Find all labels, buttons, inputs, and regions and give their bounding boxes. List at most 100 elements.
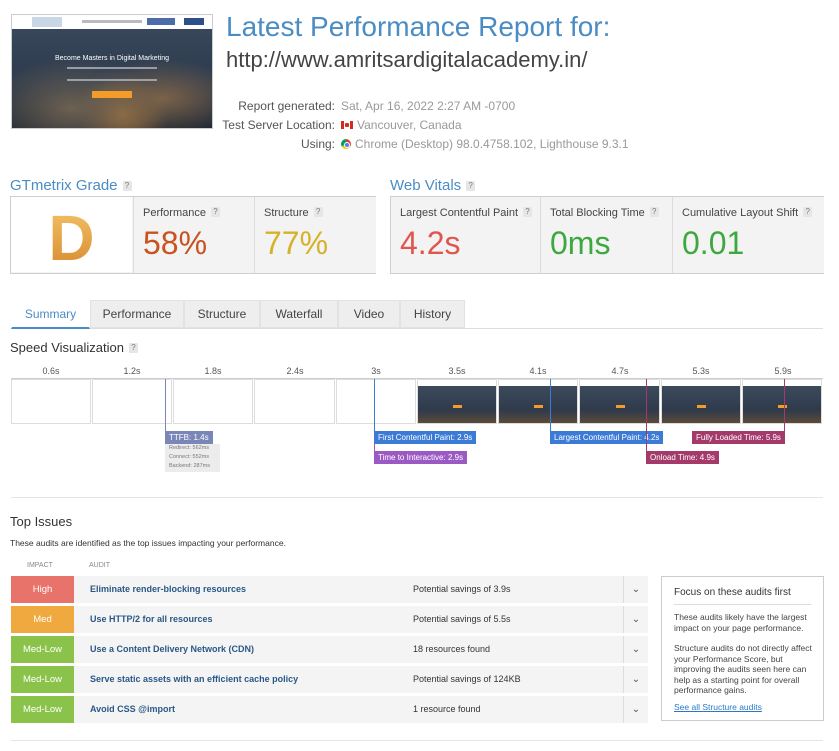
- lcp-label: Largest Contentful Paint?: [400, 207, 533, 219]
- chevron-down-icon[interactable]: ⌄: [623, 636, 648, 663]
- speed-help-icon[interactable]: ?: [128, 343, 138, 353]
- audit-name[interactable]: Use HTTP/2 for all resources: [90, 614, 213, 624]
- top-issues-title: Top Issues: [10, 514, 73, 529]
- report-generated-value: Sat, Apr 16, 2022 2:27 AM -0700: [341, 99, 516, 113]
- filmstrip-frame: [11, 379, 91, 424]
- ttfb-connect: Connect: 552ms: [169, 454, 210, 460]
- vitals-title-text: Web Vitals: [390, 177, 462, 194]
- divider: [11, 740, 823, 741]
- grade-panel: D Performance? 58% Structure? 77%: [10, 196, 376, 274]
- using: Chrome (Desktop) 98.0.4758.102, Lighthou…: [341, 137, 629, 151]
- audit-detail: 1 resource found: [413, 704, 481, 714]
- tab-performance[interactable]: Performance: [90, 300, 184, 328]
- audit-name[interactable]: Avoid CSS @import: [90, 704, 175, 714]
- audit-column-header: AUDIT: [89, 562, 110, 569]
- impact-badge: High: [11, 576, 74, 603]
- lcp-marker: Largest Contentful Paint: 4.2s: [550, 431, 664, 444]
- focus-divider: [674, 604, 811, 605]
- filmstrip-frame: [661, 379, 741, 424]
- tti-line: [374, 443, 375, 451]
- chevron-down-icon[interactable]: ⌄: [623, 606, 648, 633]
- tab-waterfall[interactable]: Waterfall: [260, 300, 338, 328]
- chevron-down-icon[interactable]: ⌄: [623, 696, 648, 723]
- tick-label: 2.4s: [286, 366, 304, 376]
- issue-row[interactable]: Med-Low Avoid CSS @import 1 resource fou…: [11, 696, 648, 726]
- see-all-structure-audits-link[interactable]: See all Structure audits: [674, 702, 762, 712]
- server-location-value: Vancouver, Canada: [357, 118, 462, 132]
- fully-loaded-line: [784, 379, 785, 431]
- lcp-line: [550, 379, 551, 431]
- tab-video[interactable]: Video: [338, 300, 400, 328]
- report-tabs: Summary Performance Structure Waterfall …: [11, 300, 823, 329]
- grade-section-title: GTmetrix Grade?: [10, 177, 132, 194]
- vitals-section-title: Web Vitals?: [390, 177, 476, 194]
- issue-row[interactable]: Med-Low Serve static assets with an effi…: [11, 666, 648, 696]
- filmstrip-frame: [742, 379, 822, 424]
- focus-paragraph-1: These audits likely have the largest imp…: [674, 612, 807, 633]
- filmstrip-frame: [92, 379, 172, 424]
- divider: [11, 497, 823, 498]
- report-title: Latest Performance Report for:: [226, 11, 611, 42]
- tab-summary[interactable]: Summary: [11, 300, 90, 329]
- impact-badge: Med-Low: [11, 696, 74, 723]
- focus-audits-box: Focus on these audits first These audits…: [661, 576, 824, 721]
- vitals-panel: Largest Contentful Paint? 4.2s Total Blo…: [390, 196, 824, 274]
- performance-help-icon[interactable]: ?: [210, 207, 220, 217]
- tti-marker: Time to Interactive: 2.9s: [374, 451, 468, 464]
- audit-detail: Potential savings of 3.9s: [413, 584, 511, 594]
- fcp-marker: First Contentful Paint: 2.9s: [374, 431, 477, 444]
- filmstrip-frame: [498, 379, 578, 424]
- structure-help-icon[interactable]: ?: [313, 207, 323, 217]
- chevron-down-icon[interactable]: ⌄: [623, 576, 648, 603]
- structure-label: Structure?: [264, 207, 323, 219]
- focus-paragraph-2: Structure audits do not directly affect …: [674, 643, 812, 695]
- filmstrip-frame: [254, 379, 335, 424]
- vitals-help-icon[interactable]: ?: [466, 181, 476, 191]
- issue-row[interactable]: High Eliminate render-blocking resources…: [11, 576, 648, 606]
- speed-visualization-title: Speed Visualization?: [10, 340, 138, 355]
- ttfb-line: [165, 379, 166, 431]
- thumbnail-heading: Become Masters in Digital Marketing: [55, 55, 169, 62]
- page-screenshot-thumbnail: Become Masters in Digital Marketing: [11, 14, 213, 129]
- tick-label: 4.1s: [529, 366, 547, 376]
- tick-label: 1.8s: [204, 366, 222, 376]
- ttfb-marker: TTFB: 1.4s: [165, 431, 213, 444]
- audit-detail: 18 resources found: [413, 644, 491, 654]
- onload-line: [646, 379, 647, 451]
- grade-help-icon[interactable]: ?: [122, 181, 132, 191]
- using-label: Using:: [300, 137, 335, 151]
- tab-structure[interactable]: Structure: [184, 300, 260, 328]
- filmstrip-frame: [579, 379, 660, 424]
- onload-marker: Onload Time: 4.9s: [646, 451, 719, 464]
- audit-name[interactable]: Serve static assets with an efficient ca…: [90, 674, 299, 684]
- impact-badge: Med-Low: [11, 636, 74, 663]
- using-value: Chrome (Desktop) 98.0.4758.102, Lighthou…: [355, 137, 629, 151]
- filmstrip-frame: [173, 379, 253, 424]
- ttfb-details: Redirect: 562ms Connect: 552ms Backend: …: [165, 444, 220, 472]
- chevron-down-icon[interactable]: ⌄: [623, 666, 648, 693]
- issue-row[interactable]: Med Use HTTP/2 for all resources Potenti…: [11, 606, 648, 636]
- performance-value: 58%: [143, 225, 208, 261]
- audit-name[interactable]: Use a Content Delivery Network (CDN): [90, 644, 255, 654]
- tick-label: 1.2s: [123, 366, 141, 376]
- ttfb-backend: Backend: 287ms: [169, 463, 210, 469]
- tick-label: 3s: [371, 366, 381, 376]
- tbt-help-icon[interactable]: ?: [649, 207, 659, 217]
- cls-help-icon[interactable]: ?: [803, 207, 813, 217]
- impact-column-header: IMPACT: [27, 562, 53, 569]
- report-generated-label: Report generated:: [238, 99, 335, 113]
- filmstrip-frame: [417, 379, 497, 424]
- cls-value: 0.01: [682, 225, 745, 261]
- lcp-help-icon[interactable]: ?: [523, 207, 533, 217]
- audit-name[interactable]: Eliminate render-blocking resources: [90, 584, 247, 594]
- report-url: http://www.amritsardigitalacademy.in/: [226, 47, 588, 72]
- timeline-axis: [11, 378, 823, 379]
- audit-detail: Potential savings of 5.5s: [413, 614, 511, 624]
- server-location-label: Test Server Location:: [222, 118, 335, 132]
- issue-row[interactable]: Med-Low Use a Content Delivery Network (…: [11, 636, 648, 666]
- fcp-line: [374, 379, 375, 431]
- grade-title-text: GTmetrix Grade: [10, 177, 118, 194]
- tab-history[interactable]: History: [400, 300, 465, 328]
- thumbnail-navbar: [12, 15, 212, 29]
- top-issues-description: These audits are identified as the top i…: [10, 538, 286, 548]
